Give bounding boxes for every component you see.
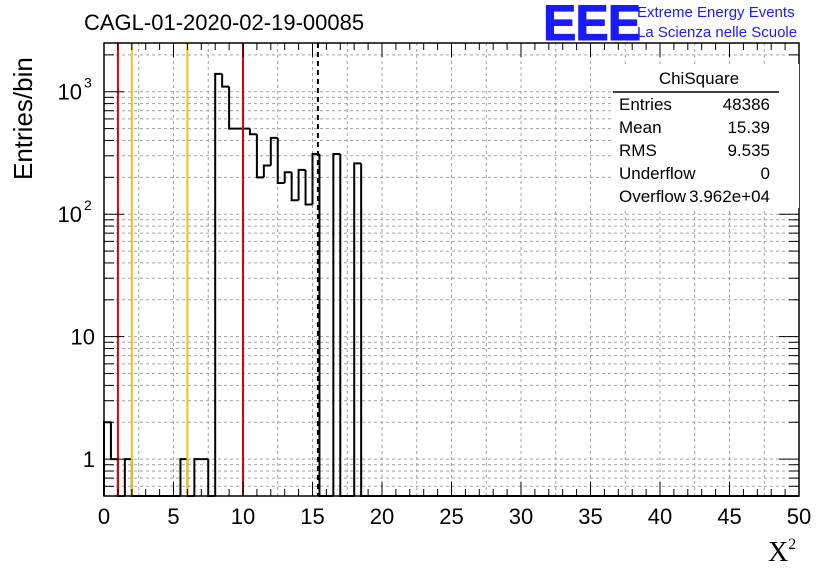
stats-value: 0 [761, 164, 770, 183]
histogram-bin [332, 153, 341, 496]
org-name-line2: La Scienza nelle Scuole [637, 24, 798, 41]
histogram-bin [297, 168, 306, 201]
histogram-bin [255, 134, 264, 179]
histogram-bin [214, 72, 223, 496]
x-tick-label: 15 [300, 504, 324, 529]
x-axis-label: X2 [768, 536, 797, 568]
x-tick-label: 5 [167, 504, 179, 529]
x-tick-label: 50 [787, 504, 811, 529]
stats-box: ChiSquare Entries 48386 Mean 15.39 RMS 9.535 Un… [611, 64, 799, 208]
stats-label: Entries [619, 95, 672, 114]
x-tick-label: 35 [578, 504, 602, 529]
stats-value: 15.39 [727, 118, 770, 137]
histogram-bin [228, 86, 237, 130]
y-tick-label: 1 [83, 447, 95, 472]
stats-value: 48386 [723, 95, 770, 114]
y-tick-label: 10 [58, 80, 82, 105]
histogram-bin [123, 458, 132, 496]
histogram-bin [248, 128, 257, 136]
reference-lines [116, 43, 319, 496]
y-tick-exponent: 3 [84, 75, 92, 91]
histogram-bin [318, 154, 327, 497]
histogram-bin [353, 162, 362, 496]
stats-label: Underflow [619, 164, 696, 183]
stats-label: Mean [619, 118, 662, 137]
histogram-bin [304, 169, 313, 206]
stats-title: ChiSquare [659, 69, 739, 88]
stats-value: 3.962e+04 [689, 187, 770, 206]
histogram-bin [179, 458, 188, 496]
histogram-bin [269, 136, 278, 166]
grid-lines [104, 43, 799, 496]
stats-value: 9.535 [727, 141, 770, 160]
histogram-bin [221, 73, 230, 88]
histogram-bin [360, 163, 369, 497]
y-tick-label: 10 [71, 325, 95, 350]
x-tick-label: 25 [439, 504, 463, 529]
y-tick-exponent: 2 [84, 197, 92, 213]
x-tick-label: 0 [98, 504, 110, 529]
histogram-bin [283, 171, 292, 183]
x-tick-label: 10 [231, 504, 255, 529]
stats-box-background [611, 64, 799, 208]
histogram-bin [262, 164, 271, 178]
x-tick-label: 20 [370, 504, 394, 529]
histogram-bin [276, 137, 285, 184]
plot-title: CAGL-01-2020-02-19-00085 [84, 10, 365, 35]
x-tick-label: 45 [717, 504, 741, 529]
x-tick-label: 30 [509, 504, 533, 529]
histogram-bin [339, 154, 348, 497]
histogram-bin [290, 172, 299, 202]
stats-label: Overflow [619, 187, 687, 206]
histogram-bin [109, 422, 118, 461]
x-tick-label: 40 [648, 504, 672, 529]
stats-label: RMS [619, 141, 657, 160]
y-tick-label: 10 [58, 202, 82, 227]
histogram-bin [193, 458, 202, 496]
org-name-line1: Extreme Energy Events [637, 4, 795, 21]
